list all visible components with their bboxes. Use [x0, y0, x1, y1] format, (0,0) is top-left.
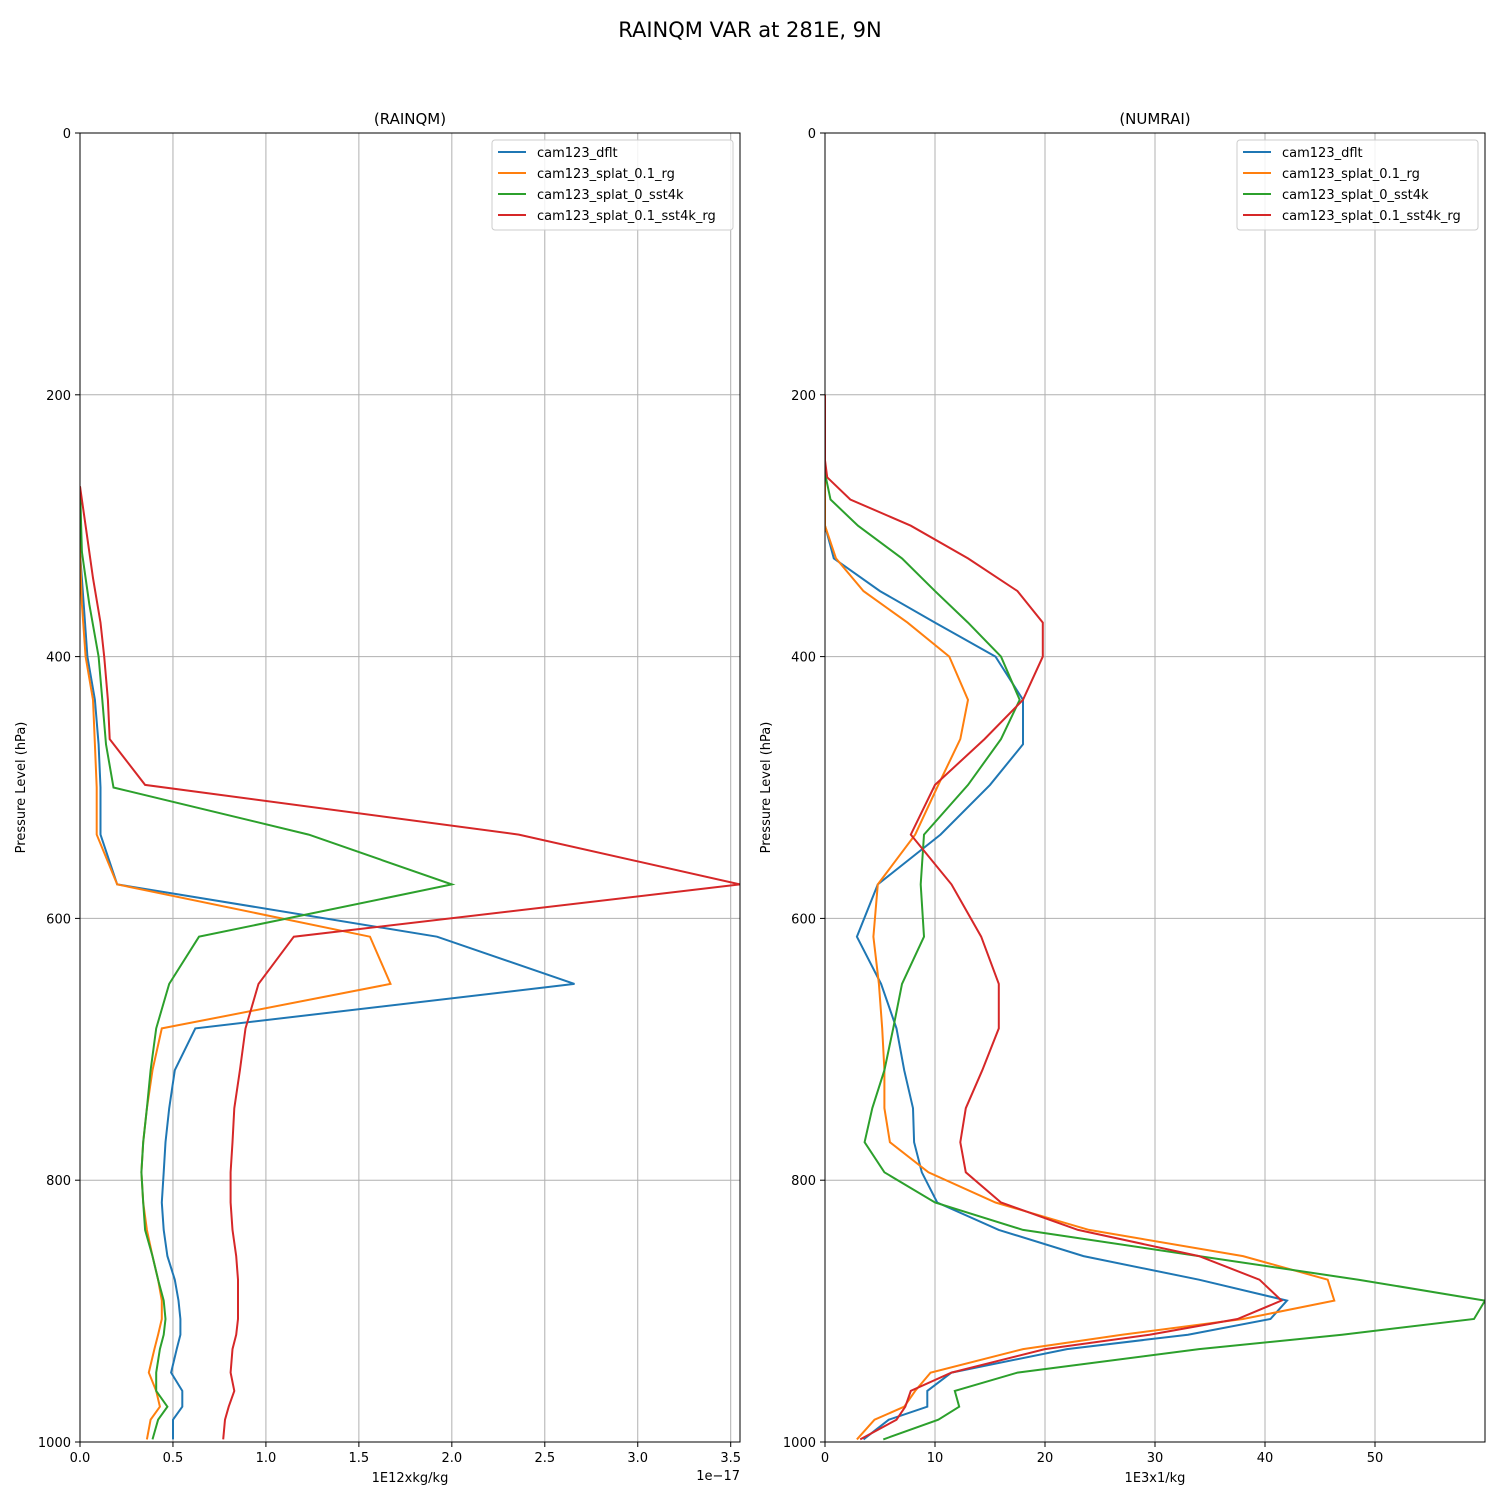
- x-tick-label: 20: [1037, 1451, 1054, 1466]
- x-offset-label: 1e−17: [696, 1469, 740, 1484]
- y-tick-label: 0: [63, 127, 71, 142]
- series-line-3: [80, 486, 456, 1440]
- x-axis-label: 1E3x1/kg: [1125, 1471, 1186, 1486]
- legend: cam123_dflt cam123_splat_0.1_rg cam123_spl…: [491, 139, 734, 231]
- x-tick-label: 3.5: [720, 1451, 741, 1466]
- chart-panel-1: 0.0 0.5 1.0 1.5 2.0 2.5 3.0 3.5 0 200 400 600 800 100…: [14, 110, 741, 1486]
- panel-title: (RAINQM): [374, 110, 446, 128]
- y-axis-label: Pressure Level (hPa): [14, 722, 29, 854]
- series-line-2: [825, 394, 1336, 1441]
- legend-entry-3: cam123_splat_0_sst4k: [537, 188, 684, 203]
- y-tick-label: 1000: [783, 1436, 816, 1451]
- series-line-3: [825, 394, 1485, 1441]
- y-axis-label: Pressure Level (hPa): [759, 722, 774, 854]
- x-tick-label: 0.5: [163, 1451, 184, 1466]
- y-tick-label: 400: [46, 651, 71, 666]
- legend-box: [1236, 139, 1479, 231]
- y-tick-label: 1000: [38, 1436, 71, 1451]
- x-tick-label: 1.0: [256, 1451, 277, 1466]
- y-tick-label: 800: [791, 1174, 816, 1189]
- legend-entry-4: cam123_splat_0.1_sst4k_rg: [537, 209, 716, 224]
- y-tick-label: 200: [791, 389, 816, 404]
- y-tick-label: 200: [46, 389, 71, 404]
- legend-entry-2: cam123_splat_0.1_rg: [537, 167, 675, 182]
- series-line-1: [825, 394, 1289, 1441]
- legend-entry-1: cam123_dflt: [537, 146, 618, 161]
- x-tick-label: 0: [821, 1451, 829, 1466]
- y-tick-label: 0: [808, 127, 816, 142]
- x-tick-label: 30: [1147, 1451, 1164, 1466]
- legend-entry-3: cam123_splat_0_sst4k: [1282, 188, 1429, 203]
- chart-panel-2: 0 10 20 30 40 50 0 200 400 600 800 1000 (NUMRAI) 1E3x…: [759, 110, 1486, 1486]
- series-line-1: [80, 486, 575, 1440]
- y-tick-label: 800: [46, 1174, 71, 1189]
- x-tick-label: 50: [1367, 1451, 1384, 1466]
- y-tick-label: 600: [46, 912, 71, 927]
- axes-frame: [79, 132, 741, 1443]
- series-line-4: [80, 486, 740, 1440]
- series-line-4: [825, 394, 1284, 1441]
- legend-entry-1: cam123_dflt: [1282, 146, 1363, 161]
- x-tick-label: 2.0: [441, 1451, 462, 1466]
- legend-box: [491, 139, 734, 231]
- legend-entry-2: cam123_splat_0.1_rg: [1282, 167, 1420, 182]
- x-axis-label: 1E12xkg/kg: [372, 1471, 449, 1486]
- x-tick-label: 40: [1257, 1451, 1274, 1466]
- x-tick-label: 0.0: [70, 1451, 91, 1466]
- y-tick-label: 400: [791, 651, 816, 666]
- figure-title: RAINQM VAR at 281E, 9N: [618, 18, 882, 42]
- panel-title: (NUMRAI): [1119, 110, 1190, 128]
- y-tick-label: 600: [791, 912, 816, 927]
- legend: cam123_dflt cam123_splat_0.1_rg cam123_spl…: [1236, 139, 1479, 231]
- x-tick-label: 1.5: [349, 1451, 370, 1466]
- x-tick-label: 3.0: [627, 1451, 648, 1466]
- x-tick-label: 2.5: [534, 1451, 555, 1466]
- x-tick-label: 10: [927, 1451, 944, 1466]
- legend-entry-4: cam123_splat_0.1_sst4k_rg: [1282, 209, 1461, 224]
